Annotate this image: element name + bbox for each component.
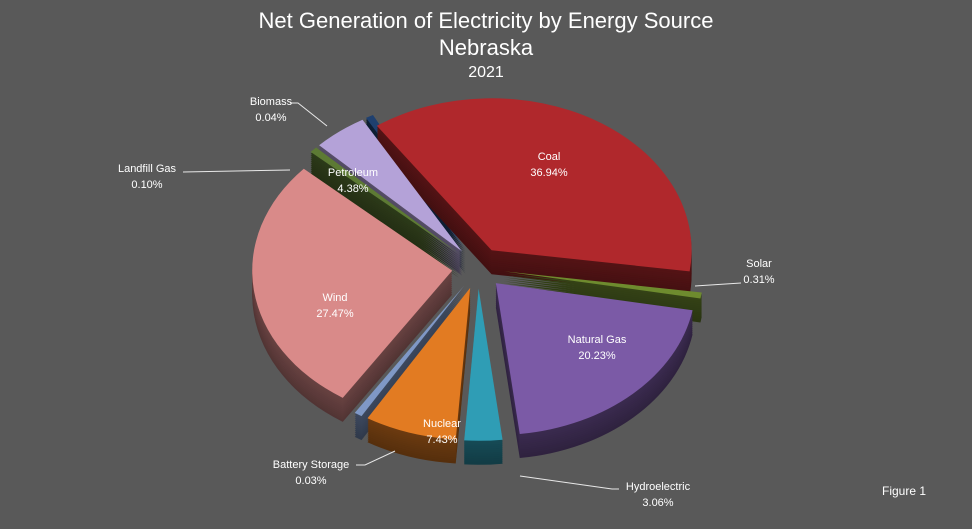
- pie-slice-side: [503, 281, 702, 309]
- label-battery-storage: Battery Storage 0.03%: [272, 459, 350, 487]
- label-natural-gas: Natural Gas 20.23%: [567, 334, 627, 362]
- figure-label: Figure 1: [882, 484, 927, 498]
- label-nuclear: Nuclear 7.43%: [423, 418, 461, 446]
- label-hydroelectric: Hydroelectric 3.06%: [625, 481, 691, 509]
- pie-slice-side: [503, 275, 702, 303]
- leader-line-solar: [694, 282, 742, 287]
- chart-subtitle: Nebraska: [438, 35, 534, 60]
- label-solar: Solar 0.31%: [743, 258, 775, 286]
- pie-slice-side: [503, 273, 702, 301]
- pie-slice-nuclear: [367, 287, 471, 464]
- label-landfill-gas: Landfill Gas 0.10%: [117, 163, 177, 191]
- pie-slice-side: [503, 279, 702, 307]
- pie-slice-side: [503, 277, 702, 305]
- leader-line-hydroelectric: [519, 475, 619, 490]
- pie-slice-top-battery-storage: [354, 285, 465, 417]
- pie-slice-natural-gas: [495, 283, 693, 459]
- label-coal: Coal 36.94%: [530, 151, 568, 179]
- chart-title: Net Generation of Electricity by Energy …: [258, 8, 714, 33]
- pie-slice-top-solar: [503, 271, 702, 299]
- pie-slice-wind: [252, 168, 453, 422]
- pie-slice-top-hydroelectric: [464, 288, 503, 441]
- pie-slice-coal: [376, 98, 692, 296]
- pie-slice-side: [503, 283, 702, 311]
- pie-slice-top-wind: [252, 168, 453, 398]
- pie-slice-top-landfill-gas: [310, 147, 460, 254]
- leader-line-biomass: [290, 102, 328, 127]
- label-petroleum: Petroleum 4.38%: [327, 167, 379, 195]
- pie-slice-top-petroleum: [319, 119, 463, 252]
- pie-slice-top-nuclear: [367, 287, 471, 440]
- pie-slice-top-natural-gas: [495, 283, 693, 435]
- leader-line-battery-storage: [356, 450, 396, 466]
- label-wind: Wind 27.47%: [316, 292, 354, 320]
- pie-slice-landfill-gas: [310, 147, 460, 278]
- pie-slice-top-coal: [376, 98, 692, 272]
- pie-slice-hydroelectric: [464, 288, 503, 465]
- label-biomass: Biomass 0.04%: [249, 96, 293, 124]
- leader-line-landfill-gas: [182, 169, 291, 173]
- chart-year: 2021: [468, 64, 504, 81]
